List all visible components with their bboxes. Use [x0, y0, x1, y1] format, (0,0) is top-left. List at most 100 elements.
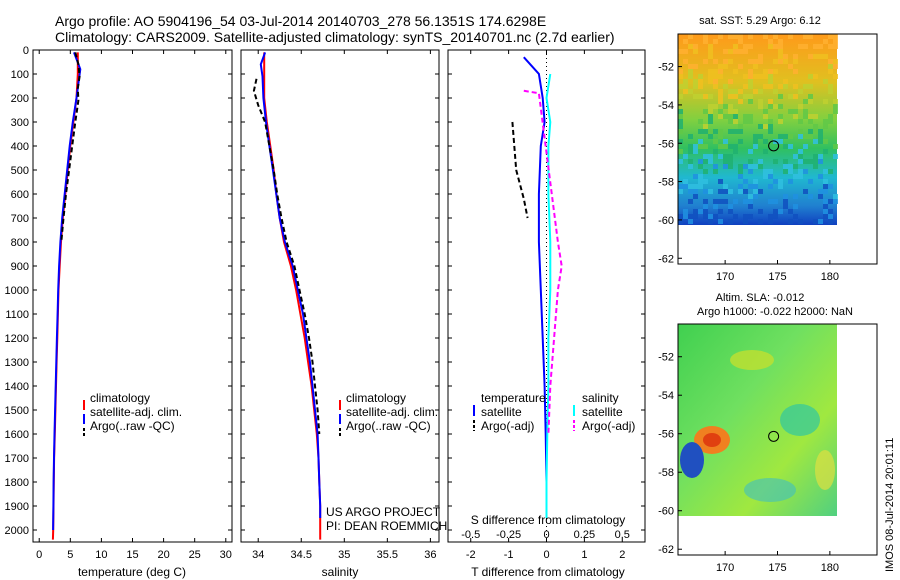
y-tick-label: 900: [11, 261, 29, 273]
sst-cell: [683, 39, 688, 44]
sst-cell: [723, 159, 728, 164]
sst-cell: [698, 94, 703, 99]
legend-climatology-label: climatology: [346, 391, 406, 405]
sst-cell: [708, 134, 713, 139]
legend-climatology-label: climatology: [90, 391, 150, 405]
sst-cell: [798, 169, 803, 174]
sst-cell: [753, 164, 758, 169]
y-tick-label: 1900: [5, 501, 29, 513]
sst-cell: [793, 54, 798, 59]
legend-t-satellite-label: satellite: [481, 405, 522, 419]
sst-cell: [798, 119, 803, 124]
sst-cell: [688, 44, 693, 49]
sst-cell: [803, 34, 808, 39]
lat-tick-label: -58: [658, 177, 674, 189]
sst-cell: [828, 69, 833, 74]
sst-cell: [818, 54, 823, 59]
sst-cell: [813, 114, 818, 119]
sst-cell: [813, 139, 818, 144]
sst-cell: [683, 179, 688, 184]
sst-cell: [768, 69, 773, 74]
sst-cell: [823, 139, 828, 144]
legend-s-argo-label: Argo(-adj): [582, 419, 635, 433]
legend-t-argo-label: Argo(-adj): [481, 419, 534, 433]
sst-cell: [703, 39, 708, 44]
sst-cell: [823, 169, 828, 174]
sst-cell: [688, 199, 693, 204]
sst-cell: [713, 199, 718, 204]
legend-satellite-label: satellite-adj. clim.: [346, 405, 438, 419]
y-tick-label: 600: [11, 189, 29, 201]
sst-cell: [793, 164, 798, 169]
sst-cell: [748, 79, 753, 84]
x-tick-label: 10: [95, 549, 107, 561]
sst-cell: [823, 124, 828, 129]
sst-cell: [743, 114, 748, 119]
lat-tick-label: -52: [658, 352, 674, 364]
project-annotation: US ARGO PROJECT: [326, 505, 441, 519]
sst-cell: [688, 189, 693, 194]
sla-feature: [780, 404, 820, 436]
sst-cell: [823, 79, 828, 84]
sst-cell: [738, 34, 743, 39]
sst-cell: [743, 199, 748, 204]
sst-cell: [733, 89, 738, 94]
sst-cell: [743, 164, 748, 169]
sst-cell: [808, 54, 813, 59]
sst-cell: [723, 84, 728, 89]
sst-cell: [793, 59, 798, 64]
sst-cell: [708, 69, 713, 74]
series-line-argo-adj: [511, 121, 529, 219]
header-line-1: Argo profile: AO 5904196_54 03-Jul-2014 …: [55, 13, 546, 29]
sst-cell: [748, 59, 753, 64]
sst-cell: [693, 79, 698, 84]
sst-cell: [778, 139, 783, 144]
sst-cell: [813, 154, 818, 159]
sst-cell: [748, 184, 753, 189]
y-tick-label: 1000: [5, 285, 29, 297]
sst-cell: [703, 199, 708, 204]
x-tick-label: 0: [543, 549, 549, 561]
sst-cell: [763, 109, 768, 114]
sst-cell: [688, 74, 693, 79]
sst-cell: [753, 89, 758, 94]
sst-cell: [833, 99, 838, 104]
sst-cell: [683, 59, 688, 64]
y-tick-label: 300: [11, 117, 29, 129]
sst-cell: [748, 114, 753, 119]
sst-cell: [733, 114, 738, 119]
sst-cell: [813, 54, 818, 59]
x-tick-label: 34: [252, 549, 264, 561]
sst-cell: [773, 104, 778, 109]
sst-cell: [783, 204, 788, 209]
sst-cell: [698, 174, 703, 179]
sst-cell: [808, 34, 813, 39]
sst-cell: [828, 34, 833, 39]
sst-cell: [698, 164, 703, 169]
x-tick-label: 5: [67, 549, 73, 561]
sst-cell: [688, 164, 693, 169]
sst-cell: [828, 184, 833, 189]
sst-cell: [768, 124, 773, 129]
sst-cell: [713, 79, 718, 84]
sst-cell: [798, 159, 803, 164]
series-line-argo-adj: [523, 89, 563, 435]
sst-cell: [678, 114, 683, 119]
sst-cell: [743, 74, 748, 79]
sst-cell: [768, 99, 773, 104]
sst-cell: [703, 159, 708, 164]
sst-cell: [818, 154, 823, 159]
y-tick-label: 0: [23, 45, 29, 57]
sst-cell: [703, 204, 708, 209]
y-tick-label: 1200: [5, 333, 29, 345]
sst-cell: [788, 64, 793, 69]
sst-cell: [808, 129, 813, 134]
x-tick-label: 20: [157, 549, 169, 561]
sst-cell: [758, 89, 763, 94]
sst-cell: [818, 219, 823, 224]
sst-cell: [743, 94, 748, 99]
sst-cell: [718, 179, 723, 184]
sst-cell: [818, 174, 823, 179]
sst-cell: [683, 184, 688, 189]
